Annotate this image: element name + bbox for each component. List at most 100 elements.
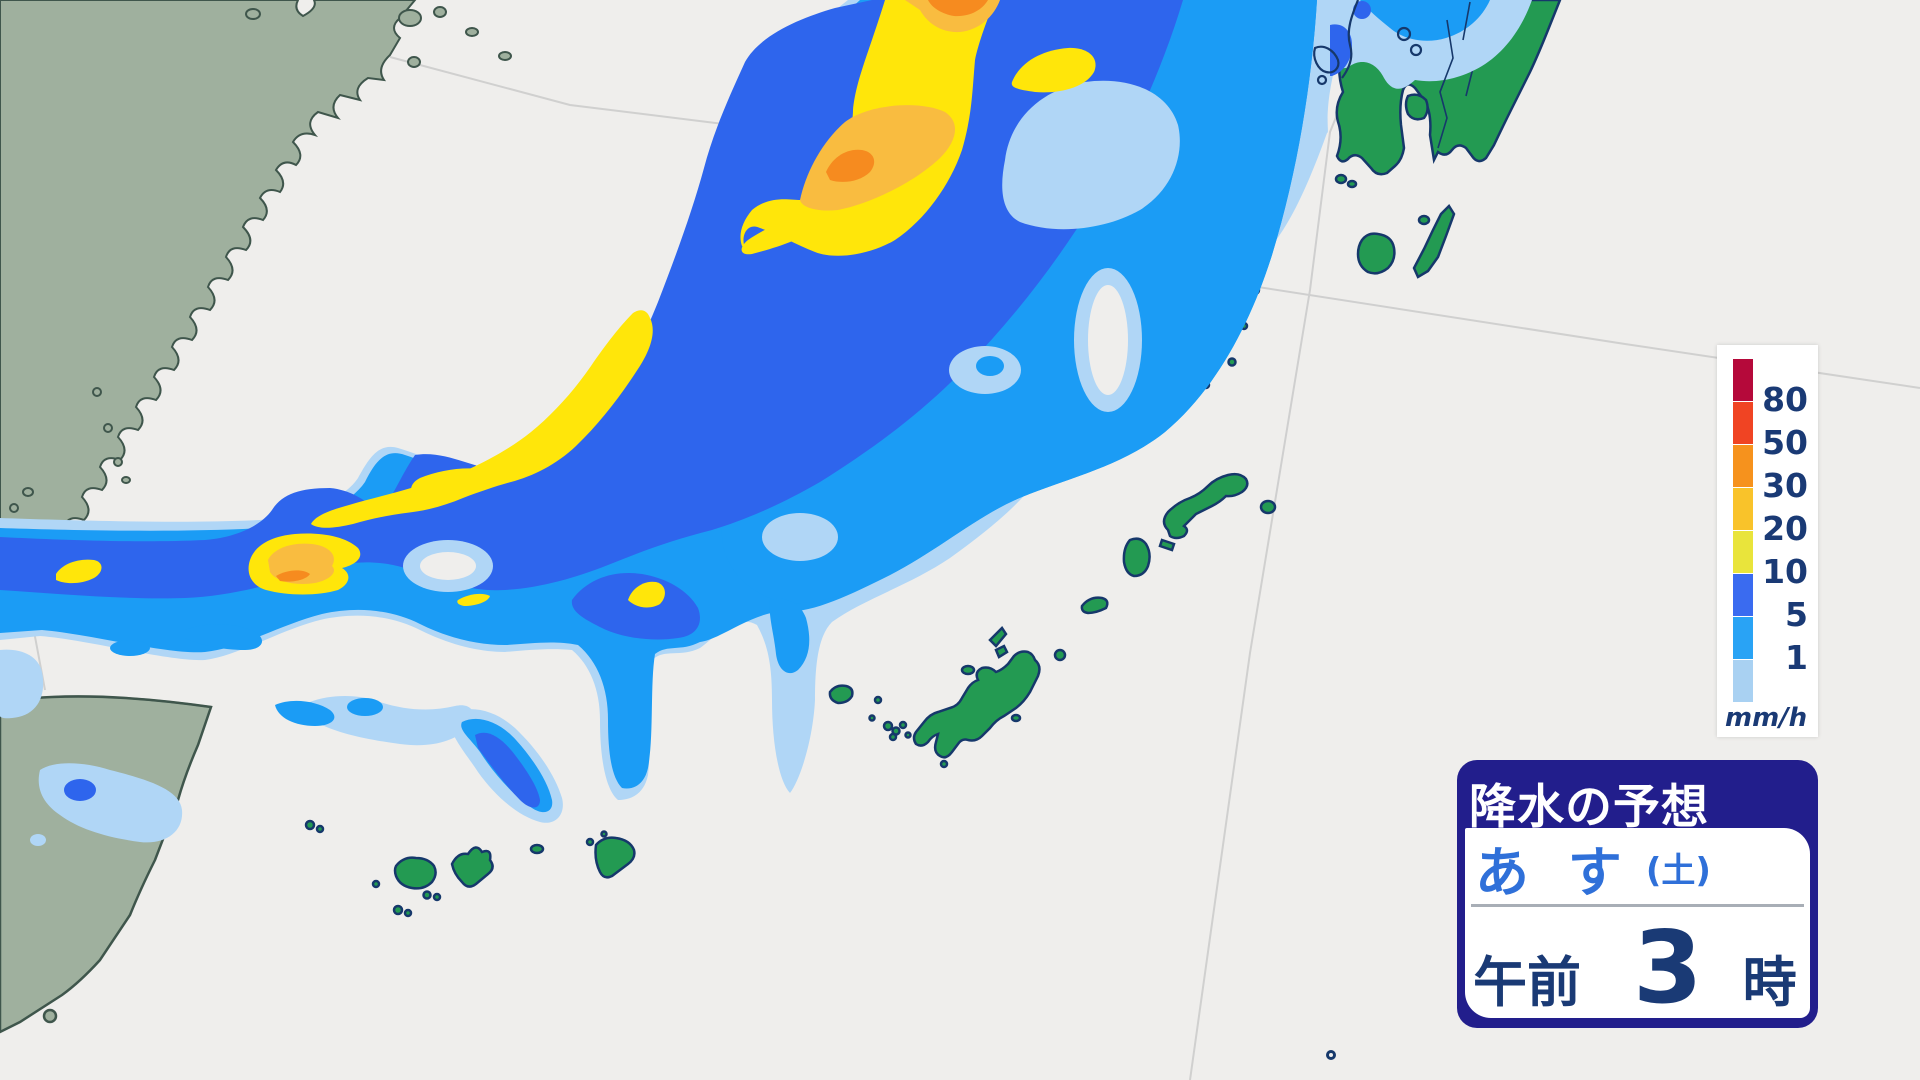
china-island xyxy=(92,387,102,397)
china-island xyxy=(103,423,113,433)
china-coastline xyxy=(0,0,417,600)
china-island xyxy=(22,487,34,497)
tarama-island xyxy=(529,843,545,855)
rain-yellow-left-patch xyxy=(56,559,102,584)
rain-pale-left-low xyxy=(0,649,44,719)
kikai-island xyxy=(1259,499,1277,515)
legend-swatch-20 xyxy=(1733,488,1753,530)
io-torishima-island xyxy=(1326,1050,1336,1060)
legend-unit-label: mm/h xyxy=(1725,703,1808,733)
china-island xyxy=(121,476,131,484)
kerama-island xyxy=(882,720,894,732)
legend-swatch-lt1 xyxy=(1733,660,1753,702)
legend-swatch-50 xyxy=(1733,402,1753,444)
rain-hole-sea xyxy=(420,552,476,580)
amakusa-islet-outline xyxy=(1396,26,1412,42)
rain-heavy-kyushu xyxy=(1330,24,1352,76)
miyako-island xyxy=(594,836,636,879)
forecast-title: 降水の予想 xyxy=(1469,780,1709,835)
yakushima xyxy=(1356,232,1396,275)
precipitation-legend: 80 50 30 20 10 5 1 mm/h xyxy=(1717,345,1818,737)
okinawa-main-island xyxy=(912,650,1041,759)
china-island xyxy=(9,503,19,513)
rain-golden-mid xyxy=(800,105,956,211)
yaeyama-islet xyxy=(432,892,442,902)
kyushu-pref-border-overlay xyxy=(1439,19,1454,93)
china-island xyxy=(407,56,421,68)
amami-oshima xyxy=(1162,472,1249,540)
rain-heavy-se-streak xyxy=(475,732,540,808)
forecast-hour: 3 xyxy=(1633,909,1703,1026)
kerama-island xyxy=(888,732,898,742)
rain-orange-center xyxy=(276,570,310,582)
china-island xyxy=(433,6,447,18)
rain-pale-bottom-blobs xyxy=(304,696,474,746)
rain-layer-30-50 xyxy=(276,0,988,582)
senkaku-island xyxy=(315,824,325,834)
kyushu-west-coast-overlay xyxy=(1341,0,1360,79)
rain-moderate-left-arms xyxy=(110,640,150,656)
rain-holes xyxy=(403,80,1180,592)
rain-yellow-streak-top-tip xyxy=(741,210,818,255)
china-island xyxy=(498,51,512,61)
tonaki-island xyxy=(868,714,876,722)
legend-label: 20 xyxy=(1762,509,1808,548)
izena-island xyxy=(994,644,1009,659)
rain-hole-pale xyxy=(762,513,838,561)
legend-swatch-30 xyxy=(1733,445,1753,487)
koshiki-islet-outline xyxy=(1316,74,1328,86)
legend-label: 80 xyxy=(1762,380,1808,419)
rain-moderate-arm xyxy=(769,598,810,674)
taiwan-north-coast-overlay xyxy=(51,695,212,708)
tanegashima xyxy=(1412,204,1456,279)
rain-moderate-bottom-blob xyxy=(275,700,335,726)
forecast-divider xyxy=(1471,904,1804,907)
amakusa-islet-outline xyxy=(1409,43,1423,57)
rain-orange-top xyxy=(928,0,988,17)
rain-yellow-streak-mid2 xyxy=(411,468,496,499)
china-island xyxy=(245,8,261,20)
yaeyama-islet xyxy=(371,879,381,889)
rain-hole-blue-spot xyxy=(976,356,1004,376)
rain-yellow-sliver xyxy=(457,593,490,606)
china-island xyxy=(113,457,123,467)
forecast-panel: あ す (土) 午前 3 時 xyxy=(1465,828,1810,1018)
sakurajima xyxy=(1404,93,1429,121)
rain-pale-kyushu xyxy=(1330,0,1532,89)
legend-label: 5 xyxy=(1785,595,1808,634)
legend-swatch-80 xyxy=(1733,359,1753,401)
tokara-island xyxy=(1227,357,1237,367)
rain-hole-pale xyxy=(1002,80,1180,230)
miyako-islet xyxy=(600,830,608,838)
ishigaki-island xyxy=(450,846,494,888)
landmass-china xyxy=(0,0,512,600)
kyushu-pref-border-overlay xyxy=(1462,1,1471,41)
landmass-taiwan xyxy=(0,695,213,1034)
rain-heavy-kyushu-dot xyxy=(1353,1,1371,19)
rain-moderate-kyushu xyxy=(1360,0,1490,41)
yaeyama-islet xyxy=(403,908,413,918)
forecast-day-of-week: (土) xyxy=(1645,850,1711,891)
kerama-island xyxy=(898,720,908,730)
rain-yellow-ne-blob xyxy=(1011,47,1096,93)
rain-heavy-dot xyxy=(604,534,622,552)
legend-swatch-10 xyxy=(1733,531,1753,573)
okinoerabu-island xyxy=(1080,596,1109,615)
kume-island xyxy=(828,684,854,705)
rain-pale-taiwan-dot xyxy=(30,834,46,846)
small-island xyxy=(1334,173,1348,185)
rain-heavy-taiwan-spot xyxy=(64,779,96,801)
miyako-islet xyxy=(585,837,595,847)
rain-moderate-bottom-blob xyxy=(347,698,383,716)
forecast-day-row: あ す (土) xyxy=(1475,834,1802,904)
forecast-day-label: あ す xyxy=(1475,840,1632,904)
senkaku-island xyxy=(304,819,316,831)
forecast-time-row: 午前 3 時 xyxy=(1473,908,1800,1026)
small-island xyxy=(1346,179,1358,189)
iheya-island xyxy=(988,626,1008,648)
legend-label: 1 xyxy=(1785,638,1808,677)
tokunoshima xyxy=(1122,537,1151,578)
legend-label: 30 xyxy=(1762,466,1808,505)
